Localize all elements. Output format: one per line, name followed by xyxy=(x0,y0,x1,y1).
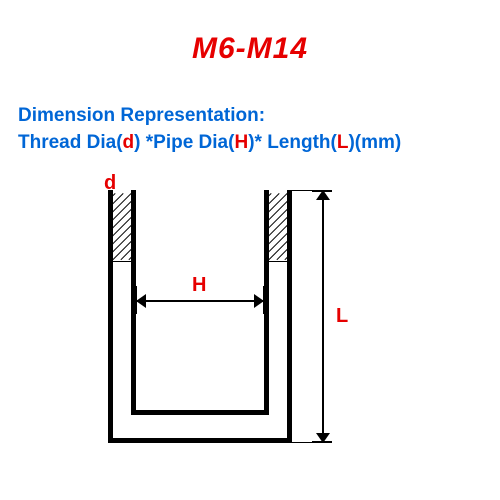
title: M6-M14 xyxy=(0,32,500,66)
subtitle-line-1: Dimension Representation: xyxy=(18,105,265,127)
subtitle-line-2: Thread Dia(d) *Pipe Dia(H)* Length(L)(mm… xyxy=(18,132,401,154)
u-bolt-diagram: dHL xyxy=(108,190,402,473)
